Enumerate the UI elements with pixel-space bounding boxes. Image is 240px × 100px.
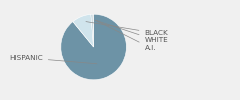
Wedge shape bbox=[61, 14, 126, 80]
Text: BLACK: BLACK bbox=[86, 22, 168, 36]
Wedge shape bbox=[73, 14, 94, 47]
Wedge shape bbox=[93, 14, 94, 47]
Text: WHITE: WHITE bbox=[95, 20, 168, 43]
Text: A.I.: A.I. bbox=[96, 20, 156, 51]
Wedge shape bbox=[91, 14, 94, 47]
Text: HISPANIC: HISPANIC bbox=[9, 55, 97, 64]
